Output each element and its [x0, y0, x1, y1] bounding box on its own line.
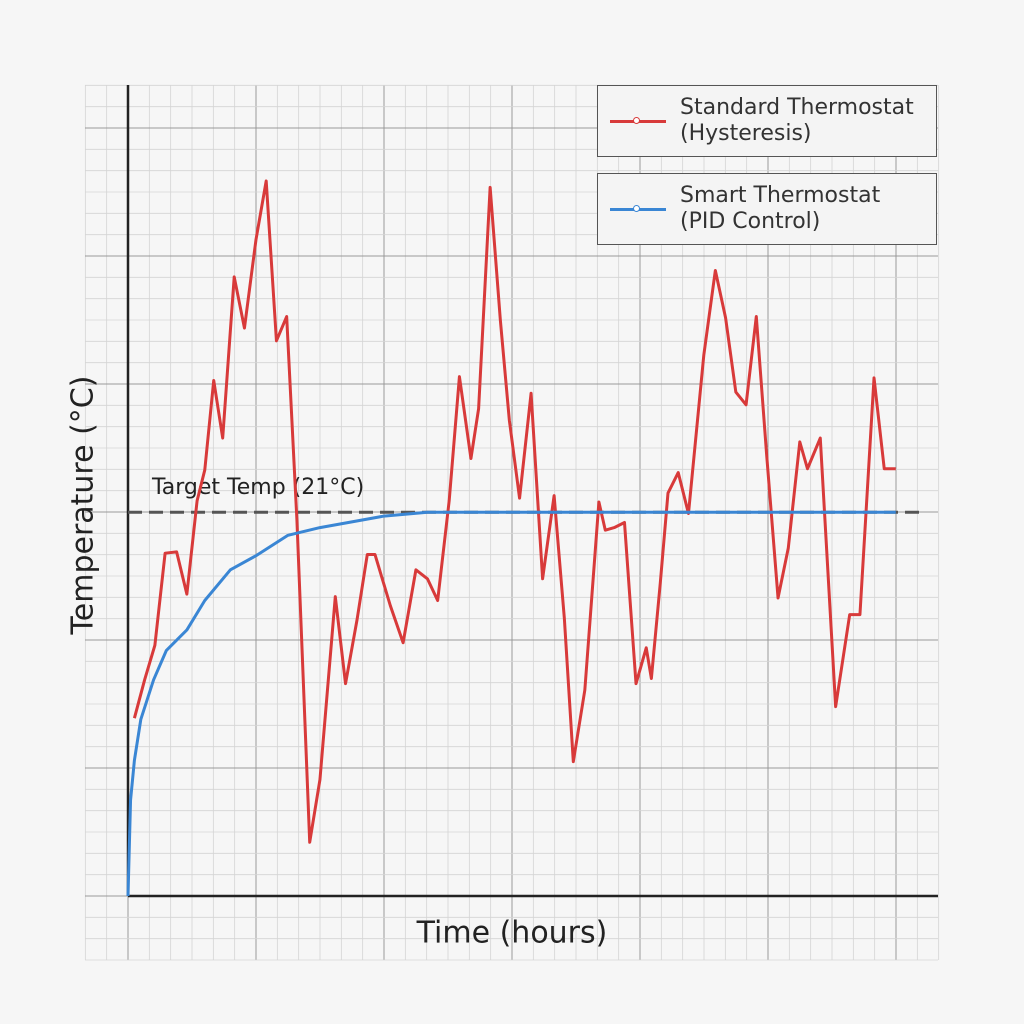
y-axis-label: Temperature (°C)	[66, 376, 101, 636]
legend-item: Standard Thermostat (Hysteresis)	[597, 85, 937, 157]
target-label: Target Temp (21°C)	[151, 475, 364, 500]
legend-swatch	[610, 116, 666, 124]
series-line	[126, 510, 896, 897]
legend-item: Smart Thermostat (PID Control)	[597, 173, 937, 245]
legend-swatch	[610, 204, 666, 212]
x-axis-label: Time (hours)	[416, 916, 608, 951]
legend-label: Standard Thermostat (Hysteresis)	[680, 95, 914, 146]
series-line	[132, 179, 896, 844]
legend-label: Smart Thermostat (PID Control)	[680, 183, 881, 234]
